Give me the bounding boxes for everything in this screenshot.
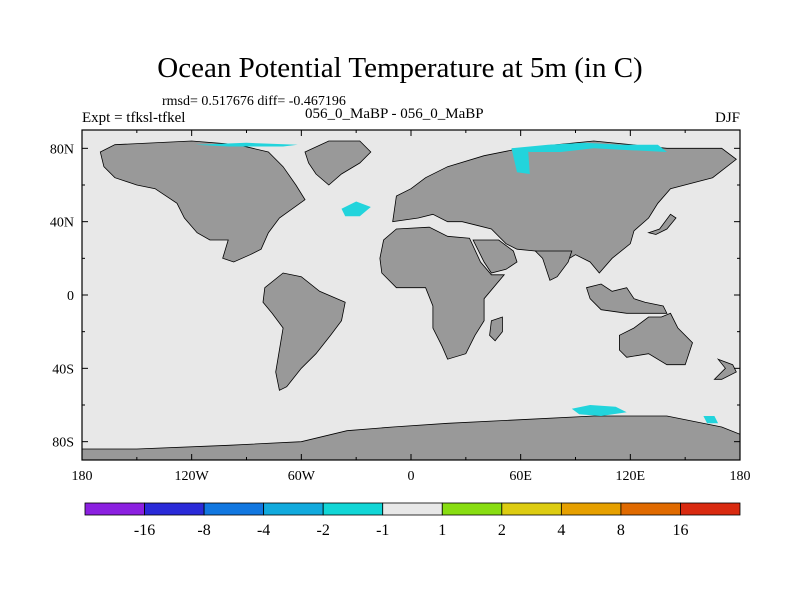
y-tick-label: 80S	[52, 436, 74, 451]
stats-text: rmsd= 0.517676 diff= -0.467196	[162, 94, 346, 109]
anomaly-arctic-west	[195, 142, 298, 147]
land-north-america	[99, 140, 306, 263]
land-se-asia-islands	[585, 283, 668, 314]
land-india	[534, 250, 573, 281]
colorbar-box	[322, 502, 384, 516]
y-tick-label: 40S	[52, 362, 74, 377]
colorbar-box	[144, 502, 205, 516]
chart-title: Ocean Potential Temperature at 5m (in C)	[157, 52, 643, 84]
colorbar-box	[620, 502, 681, 516]
y-tick-label: 0	[67, 289, 74, 304]
x-tick-label: 120W	[175, 469, 210, 484]
colorbar-box	[382, 502, 443, 516]
season-label: DJF	[714, 110, 740, 126]
colorbar-box	[560, 502, 622, 516]
land-madagascar	[489, 316, 503, 342]
colorbar-label: -8	[197, 522, 210, 539]
colorbar-box	[501, 502, 562, 516]
anomaly-arctic-siberia	[511, 142, 667, 152]
land-antarctica	[81, 415, 741, 461]
anomaly-north-atlantic	[341, 201, 371, 217]
colorbar-label: 1	[438, 522, 446, 539]
anomaly-barents	[511, 148, 530, 174]
anomaly-ross-sea	[703, 416, 719, 424]
land-arabia	[472, 239, 518, 274]
x-tick-label: 60E	[509, 469, 532, 484]
x-tick-label: 60W	[288, 469, 316, 484]
colorbar-box	[203, 502, 265, 516]
land-south-america	[262, 272, 346, 391]
x-tick-label: 0	[408, 469, 415, 484]
experiment-label: Expt = tfksl-tfkel	[82, 110, 186, 126]
colorbar-label: 16	[672, 522, 688, 539]
x-tick-label: 120E	[616, 469, 646, 484]
land-greenland	[304, 140, 372, 186]
land-africa	[379, 226, 506, 360]
colorbar-box	[680, 502, 741, 516]
land-new-zealand	[713, 358, 737, 380]
y-tick-label: 80N	[50, 142, 74, 157]
colorbar-label: 4	[557, 522, 565, 539]
colorbar-box	[441, 502, 503, 516]
anomaly-southern-ocean	[571, 405, 627, 416]
colorbar-label: -4	[257, 522, 270, 539]
colorbar-label: -2	[317, 522, 330, 539]
land-eurasia	[392, 140, 737, 274]
runs-label: 056_0_MaBP - 056_0_MaBP	[305, 106, 484, 122]
x-tick-label: 180	[72, 469, 93, 484]
colorbar-label: -16	[134, 522, 155, 539]
colorbar-box	[84, 502, 145, 516]
land-japan	[647, 213, 677, 235]
colorbar-label: 8	[617, 522, 625, 539]
land-australia	[619, 312, 693, 366]
colorbar-box	[263, 502, 324, 516]
colorbar-label: -1	[376, 522, 389, 539]
y-tick-label: 40N	[50, 216, 74, 231]
colorbar-label: 2	[498, 522, 506, 539]
x-tick-label: 180	[730, 469, 751, 484]
